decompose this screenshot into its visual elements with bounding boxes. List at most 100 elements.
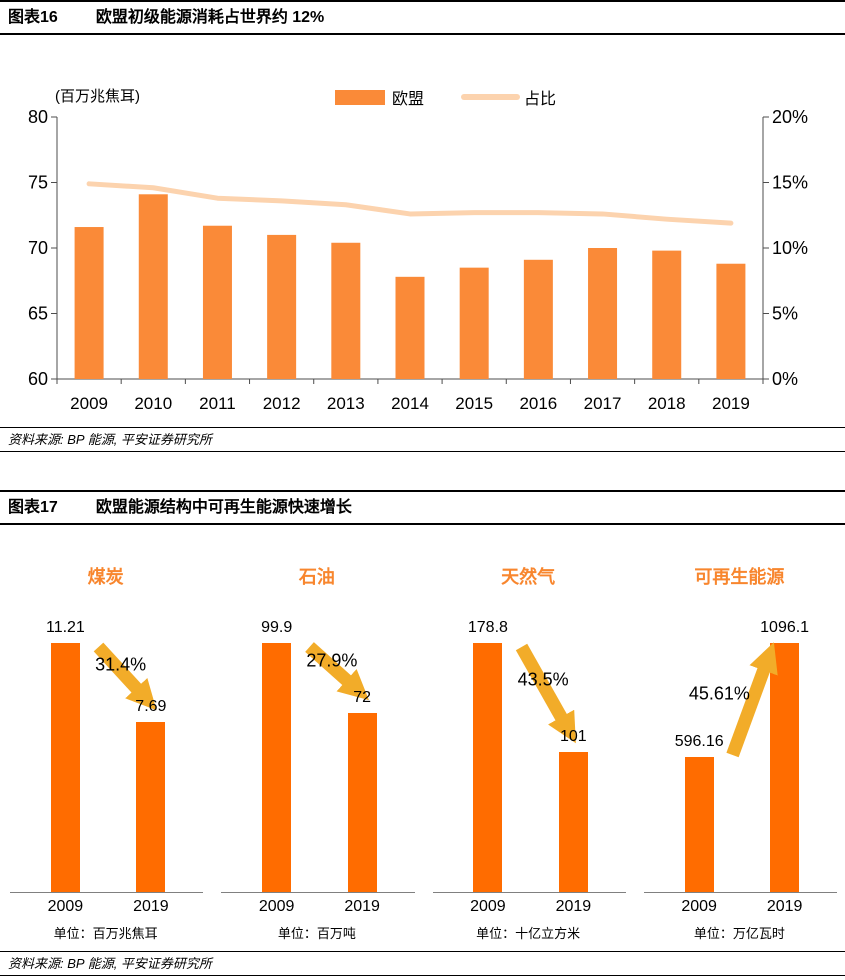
mini-bar-2019	[770, 643, 800, 893]
left-axis-tick-label: 75	[28, 173, 48, 193]
mini-bar-2009	[473, 643, 503, 893]
mini-x-axis	[643, 892, 837, 893]
bar-2009	[74, 227, 104, 379]
mini-chart-plot: 178.8 101 43.5%	[423, 603, 634, 893]
bar-value-label: 596.16	[674, 733, 724, 751]
x-axis-year-label: 2015	[455, 394, 493, 413]
mini-bar-2019	[347, 712, 377, 893]
percent-change-label: 31.4%	[95, 654, 147, 675]
mini-bar-2009	[50, 643, 80, 893]
bar-value-label: 1096.1	[760, 619, 810, 636]
bar-2016	[523, 259, 553, 379]
legend-bar-label: 欧盟	[392, 90, 424, 108]
figure16-chart-area: (百万兆焦耳) 欧盟 占比 80 75 70 65 60 20% 15% 10% 5% 0% 2009 20…	[0, 35, 845, 427]
left-axis-tick-label: 60	[28, 369, 48, 389]
percent-change-label: 45.61%	[688, 683, 750, 704]
legend-line-label: 占比	[524, 90, 556, 108]
year-label: 2009	[470, 898, 506, 915]
mini-x-axis	[221, 892, 415, 893]
figure17-tag: 图表17	[8, 499, 58, 516]
bar-2019	[716, 263, 746, 379]
decrease-arrow-icon	[515, 643, 576, 744]
figure17-title-bar: 图表17 欧盟能源结构中可再生能源快速增长	[0, 490, 845, 525]
right-axis-tick-label: 20%	[772, 107, 808, 127]
mini-chart-plot: 11.21 7.69 31.4%	[0, 603, 211, 893]
year-label: 2019	[344, 898, 380, 915]
increase-arrow-icon	[726, 642, 778, 758]
unit-label: 单位：百万兆焦耳	[53, 926, 158, 941]
figure16-tag: 图表16	[8, 9, 58, 26]
x-axis-year-label: 2009	[70, 394, 108, 413]
mini-bar-2009	[684, 757, 714, 893]
figure16-source-bar: 资料来源: BP 能源, 平安证券研究所	[0, 427, 845, 452]
right-axis-tick-label: 10%	[772, 238, 808, 258]
year-label: 2019	[766, 898, 803, 915]
mini-x-axis	[432, 892, 626, 893]
mini-chart-plot: 596.16 1096.1 45.61%	[634, 603, 845, 893]
bar-value-label: 72	[353, 688, 372, 706]
unit-label: 单位：万亿瓦时	[693, 926, 785, 941]
bar-2014	[395, 276, 425, 379]
x-axis-year-label: 2011	[199, 394, 236, 413]
figure17-title: 欧盟能源结构中可再生能源快速增长	[95, 499, 352, 516]
right-axis-tick-label: 5%	[772, 304, 798, 324]
percent-change-label: 43.5%	[517, 669, 569, 690]
mini-chart-title: 煤炭	[87, 567, 124, 587]
unit-label: 单位：十亿立方米	[476, 926, 581, 941]
year-label: 2009	[681, 898, 717, 915]
mini-year-row: 2009 2019	[634, 896, 845, 922]
x-axis-year-label: 2016	[519, 394, 557, 413]
right-axis-tick-label: 15%	[772, 173, 808, 193]
year-label: 2009	[47, 898, 84, 915]
mini-chart-title: 可再生能源	[694, 567, 785, 587]
year-label: 2009	[258, 898, 295, 915]
mini-bar-2019	[558, 751, 588, 893]
year-label: 2019	[133, 898, 169, 915]
bar-2012	[267, 234, 297, 379]
mini-chart-3: 天然气 178.8 101 43.5% 2009 2019 单位：十亿立方米	[423, 525, 634, 943]
bar-value-label: 7.69	[135, 697, 167, 715]
mini-year-row: 2009 2019	[0, 896, 211, 922]
mini-chart-1: 煤炭 11.21 7.69 31.4% 2009 2019 单位：百万兆焦耳	[0, 525, 211, 943]
mini-year-row: 2009 2019	[423, 896, 634, 922]
mini-chart-plot: 99.9 72 27.9%	[211, 603, 422, 893]
x-axis-year-label: 2013	[327, 394, 365, 413]
mini-year-row: 2009 2019	[211, 896, 422, 922]
bar-value-label: 101	[560, 727, 587, 745]
right-axis-tick-label: 0%	[772, 369, 798, 389]
left-axis-tick-label: 70	[28, 238, 48, 258]
bar-value-label: 11.21	[45, 619, 85, 636]
figure17-source-bar: 资料来源: BP 能源, 平安证券研究所	[0, 951, 845, 976]
legend-bar-swatch	[335, 90, 385, 105]
percent-change-label: 27.9%	[306, 650, 358, 671]
unit-label: 单位：百万吨	[277, 926, 356, 941]
bar-2013	[331, 242, 361, 379]
bar-2015	[459, 267, 489, 379]
figure16-title: 欧盟初级能源消耗占世界约 12%	[95, 9, 325, 26]
share-line	[86, 181, 734, 226]
mini-chart-title: 石油	[298, 567, 335, 587]
mini-chart-4: 可再生能源 596.16 1096.1 45.61% 2009 2019 单位：万亿瓦时	[634, 525, 845, 943]
mini-x-axis	[10, 892, 204, 893]
figure16-source-text: 资料来源: BP 能源, 平安证券研究所	[8, 432, 212, 447]
mini-chart-2: 石油 99.9 72 27.9% 2009 2019 单位：百万吨	[211, 525, 422, 943]
left-axis-tick-label: 65	[28, 304, 48, 324]
figure17-mini-charts: 煤炭 11.21 7.69 31.4% 2009 2019 单位：百万兆焦耳 石油 99.9 72…	[0, 525, 845, 951]
mini-bar-2009	[262, 643, 292, 893]
year-label: 2019	[555, 898, 592, 915]
x-axis-year-label: 2019	[712, 394, 750, 413]
x-axis-year-label: 2017	[584, 394, 622, 413]
bar-value-label: 99.9	[261, 619, 293, 636]
bar-2018	[652, 250, 682, 379]
bar-value-label: 178.8	[467, 619, 508, 636]
bar-2010	[138, 194, 168, 379]
eu-primary-energy-chart: (百万兆焦耳) 欧盟 占比 80 75 70 65 60 20% 15% 10% 5% 0% 2009 20…	[28, 88, 808, 413]
figure16-title-bar: 图表16 欧盟初级能源消耗占世界约 12%	[0, 0, 845, 35]
decrease-arrow-icon	[93, 642, 157, 711]
mini-chart-title: 天然气	[501, 567, 556, 587]
x-axis-year-label: 2010	[134, 394, 172, 413]
x-axis-year-label: 2018	[648, 394, 686, 413]
figure17-source-text: 资料来源: BP 能源, 平安证券研究所	[8, 956, 212, 971]
bar-2017	[588, 248, 618, 379]
x-axis-year-label: 2014	[391, 394, 429, 413]
